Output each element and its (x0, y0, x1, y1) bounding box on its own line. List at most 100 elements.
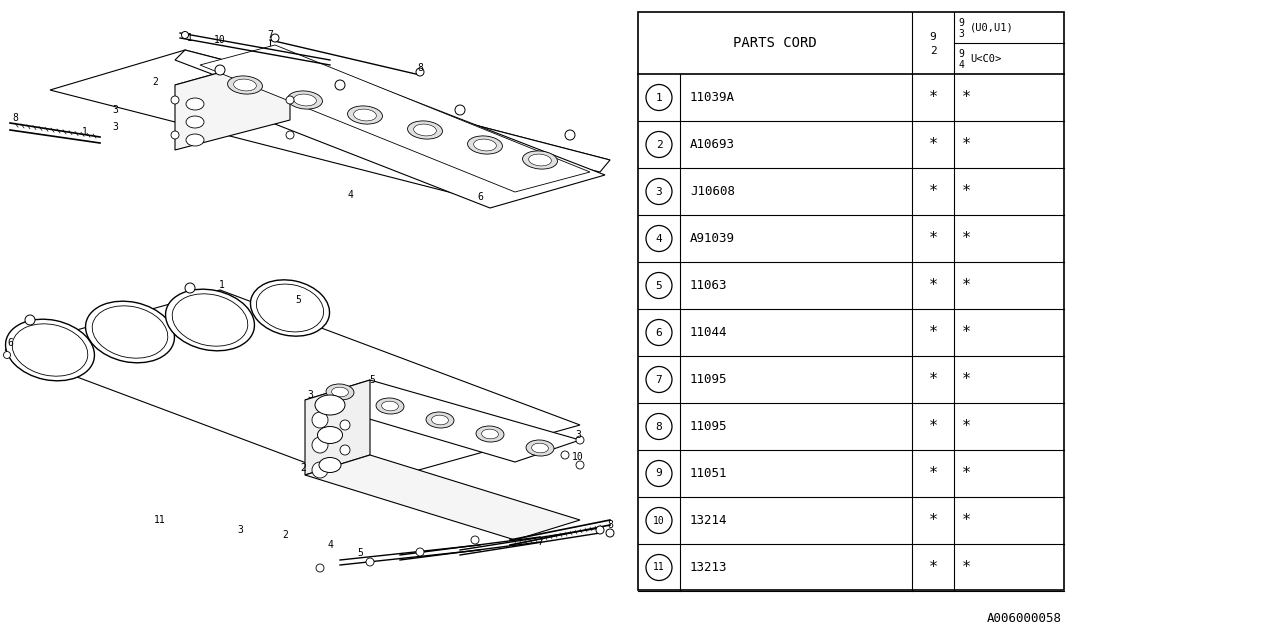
Text: *: * (928, 184, 937, 199)
Text: 4: 4 (328, 540, 333, 550)
Text: 11095: 11095 (690, 373, 727, 386)
Circle shape (454, 105, 465, 115)
Circle shape (471, 536, 479, 544)
Text: 1: 1 (219, 280, 225, 290)
Text: 5: 5 (369, 375, 375, 385)
Text: 11051: 11051 (690, 467, 727, 480)
Circle shape (186, 283, 195, 293)
Ellipse shape (476, 426, 504, 442)
Circle shape (576, 461, 584, 469)
Text: 3: 3 (307, 390, 312, 400)
Ellipse shape (165, 289, 255, 351)
Circle shape (271, 34, 279, 42)
Circle shape (340, 445, 349, 455)
Text: *: * (928, 231, 937, 246)
Ellipse shape (317, 426, 343, 444)
Polygon shape (175, 53, 605, 208)
Ellipse shape (353, 109, 376, 121)
Text: *: * (963, 137, 972, 152)
Text: 2: 2 (152, 77, 157, 87)
Circle shape (215, 65, 225, 75)
Text: 3: 3 (655, 186, 662, 196)
Text: *: * (963, 372, 972, 387)
Circle shape (4, 351, 10, 358)
Ellipse shape (288, 91, 323, 109)
Text: 9: 9 (929, 32, 937, 42)
Text: 8: 8 (12, 113, 18, 123)
Ellipse shape (326, 384, 355, 400)
Text: 3: 3 (113, 122, 118, 132)
Ellipse shape (173, 294, 248, 346)
Circle shape (416, 68, 424, 76)
Bar (637, 12, 1064, 590)
Polygon shape (200, 45, 590, 192)
Ellipse shape (234, 79, 256, 91)
Text: 4: 4 (347, 190, 353, 200)
Text: *: * (963, 278, 972, 293)
Text: *: * (963, 560, 972, 575)
Circle shape (576, 436, 584, 444)
Text: 2: 2 (655, 140, 662, 150)
Circle shape (172, 131, 179, 139)
Ellipse shape (186, 98, 204, 110)
Text: 3: 3 (237, 525, 243, 535)
Text: 7: 7 (268, 30, 273, 40)
Ellipse shape (228, 76, 262, 94)
Polygon shape (305, 455, 580, 540)
Text: *: * (963, 466, 972, 481)
Text: J10608: J10608 (690, 185, 735, 198)
Text: 5: 5 (357, 548, 364, 558)
Text: 1: 1 (82, 127, 88, 137)
Ellipse shape (186, 116, 204, 128)
Text: 2: 2 (300, 463, 306, 473)
Text: U<C0>: U<C0> (970, 54, 1001, 63)
Circle shape (312, 437, 328, 453)
Text: 10: 10 (653, 515, 664, 525)
Text: 1: 1 (187, 33, 193, 43)
Ellipse shape (407, 121, 443, 139)
Text: 9: 9 (655, 468, 662, 479)
Polygon shape (305, 380, 370, 475)
Text: 8: 8 (417, 63, 422, 73)
Circle shape (335, 80, 346, 90)
Text: 11063: 11063 (690, 279, 727, 292)
Text: 6: 6 (477, 192, 483, 202)
Ellipse shape (332, 387, 348, 397)
Ellipse shape (348, 106, 383, 124)
Text: 2: 2 (282, 530, 288, 540)
Text: *: * (963, 325, 972, 340)
Text: (U0,U1): (U0,U1) (970, 22, 1014, 33)
Polygon shape (175, 50, 611, 172)
Text: *: * (928, 372, 937, 387)
Text: 4: 4 (655, 234, 662, 243)
Circle shape (605, 529, 614, 537)
Text: *: * (928, 419, 937, 434)
Text: 5: 5 (296, 295, 301, 305)
Circle shape (596, 526, 604, 534)
Text: 11044: 11044 (690, 326, 727, 339)
Text: *: * (928, 325, 937, 340)
Circle shape (172, 96, 179, 104)
Ellipse shape (431, 415, 448, 425)
Ellipse shape (529, 154, 552, 166)
Text: A91039: A91039 (690, 232, 735, 245)
Text: 6: 6 (8, 338, 13, 348)
Text: 7: 7 (538, 537, 543, 547)
Text: 13213: 13213 (690, 561, 727, 574)
Text: A10693: A10693 (690, 138, 735, 151)
Circle shape (285, 131, 294, 139)
Text: *: * (928, 466, 937, 481)
Text: 7: 7 (655, 374, 662, 385)
Text: *: * (963, 513, 972, 528)
Circle shape (285, 96, 294, 104)
Text: *: * (963, 231, 972, 246)
Text: *: * (963, 90, 972, 105)
Circle shape (316, 564, 324, 572)
Ellipse shape (522, 151, 558, 169)
Text: *: * (928, 513, 937, 528)
Circle shape (366, 558, 374, 566)
Ellipse shape (13, 324, 88, 376)
Text: 3: 3 (957, 29, 964, 38)
Ellipse shape (256, 284, 324, 332)
Ellipse shape (293, 94, 316, 106)
